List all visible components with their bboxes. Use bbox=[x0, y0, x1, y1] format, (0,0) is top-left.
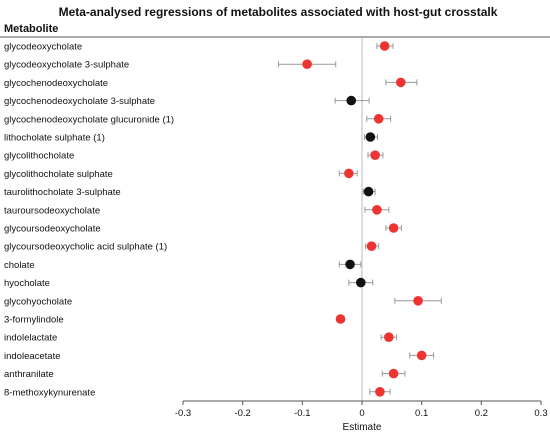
x-tick-label: -0.1 bbox=[294, 408, 310, 419]
estimate-point bbox=[365, 132, 376, 142]
metabolite-label: glycohyocholate bbox=[4, 296, 72, 307]
estimate-point bbox=[363, 186, 374, 197]
x-axis-title: Estimate bbox=[343, 422, 382, 433]
chart-title: Meta-analysed regressions of metabolites… bbox=[59, 5, 498, 19]
forest-row: glycoursodeoxycholic acid sulphate (1) bbox=[4, 241, 380, 253]
forest-row: glycodeoxycholate 3-sulphate bbox=[4, 59, 337, 71]
estimate-point bbox=[344, 168, 354, 179]
metabolite-label: indoleacetate bbox=[4, 351, 61, 362]
metabolite-label: glycoursodeoxycholic acid sulphate (1) bbox=[4, 242, 167, 253]
forest-row: glycoursodeoxycholate bbox=[4, 223, 402, 235]
metabolite-label: glycoursodeoxycholate bbox=[4, 224, 101, 235]
metabolite-label: glycochenodeoxycholate bbox=[4, 78, 108, 89]
metabolite-label: 8-methoxykynurenate bbox=[4, 387, 95, 398]
estimate-point bbox=[384, 332, 394, 343]
metabolite-label: 3-formylindole bbox=[4, 315, 64, 326]
x-tick-label: -0.3 bbox=[175, 408, 191, 419]
forest-row: indolelactate bbox=[4, 332, 398, 344]
estimate-point bbox=[372, 205, 382, 215]
forest-row: lithocholate sulphate (1) bbox=[4, 132, 379, 144]
estimate-point bbox=[345, 259, 355, 270]
forest-row: glycohyocholate bbox=[4, 296, 442, 307]
forest-row: cholate bbox=[4, 259, 362, 271]
forest-row: indoleacetate bbox=[4, 350, 435, 362]
estimate-point bbox=[379, 41, 390, 51]
estimate-point bbox=[346, 95, 357, 106]
metabolite-label: anthranilate bbox=[4, 369, 54, 380]
forest-row: tauroursodeoxycholate bbox=[4, 205, 390, 216]
x-tick-label: 0.3 bbox=[534, 408, 547, 419]
metabolite-label: glycolithocholate bbox=[4, 151, 74, 162]
estimate-point bbox=[335, 314, 346, 324]
estimate-point bbox=[366, 241, 377, 251]
forest-row: taurolithocholate 3-sulphate bbox=[4, 186, 376, 198]
forest-row: glycodeoxycholate bbox=[4, 41, 394, 53]
forest-row: hyocholate bbox=[4, 277, 374, 289]
metabolite-label: glycochenodeoxycholate glucuronide (1) bbox=[4, 114, 174, 125]
x-tick-label: 0.2 bbox=[475, 408, 488, 419]
x-tick-label: 0 bbox=[359, 408, 364, 419]
estimate-point bbox=[388, 368, 399, 379]
metabolite-label: glycodeoxycholate 3-sulphate bbox=[4, 60, 129, 71]
estimate-point bbox=[356, 277, 366, 288]
metabolite-label: lithocholate sulphate (1) bbox=[4, 133, 105, 144]
metabolite-label: tauroursodeoxycholate bbox=[4, 205, 100, 216]
column-header: Metabolite bbox=[4, 23, 58, 35]
metabolite-label: hyocholate bbox=[4, 278, 50, 289]
metabolite-label: indolelactate bbox=[4, 333, 57, 344]
x-tick-label: -0.2 bbox=[234, 408, 250, 419]
forest-row: anthranilate bbox=[4, 368, 406, 380]
estimate-point bbox=[416, 350, 427, 361]
forest-row: glycolithocholate sulphate bbox=[4, 168, 358, 180]
forest-row: 8-methoxykynurenate bbox=[4, 387, 391, 398]
estimate-point bbox=[302, 59, 312, 69]
estimate-point bbox=[395, 77, 406, 88]
x-axis: -0.3 -0.2 -0.1 0 0.1 0.2 0.3 bbox=[175, 400, 548, 419]
estimate-point bbox=[388, 223, 399, 233]
metabolite-label: cholate bbox=[4, 260, 35, 271]
forest-row: glycolithocholate bbox=[4, 150, 384, 162]
forest-row: glycochenodeoxycholate 3-sulphate bbox=[4, 95, 370, 107]
forest-row: glycochenodeoxycholate glucuronide (1) bbox=[4, 114, 392, 125]
estimate-point bbox=[413, 296, 423, 306]
x-tick-label: 0.1 bbox=[415, 408, 428, 419]
rows-layer: glycodeoxycholate glycodeoxycholate 3-sul… bbox=[4, 41, 442, 398]
estimate-point bbox=[370, 150, 380, 160]
metabolite-label: glycolithocholate sulphate bbox=[4, 169, 113, 180]
forest-row: glycochenodeoxycholate bbox=[4, 77, 418, 89]
metabolite-label: taurolithocholate 3-sulphate bbox=[4, 187, 121, 198]
metabolite-label: glycodeoxycholate bbox=[4, 42, 82, 53]
forest-row: 3-formylindole bbox=[4, 314, 346, 326]
estimate-point bbox=[373, 114, 384, 124]
metabolite-label: glycochenodeoxycholate 3-sulphate bbox=[4, 96, 155, 107]
estimate-point bbox=[375, 387, 385, 397]
